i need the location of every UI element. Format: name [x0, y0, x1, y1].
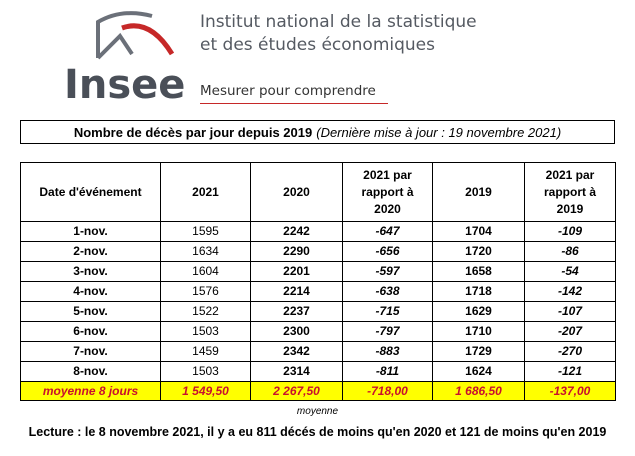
cell-diff-2019: -54 [524, 261, 616, 282]
cell-2019: 1629 [432, 301, 525, 322]
cell-2021: 1503 [160, 321, 251, 342]
table-row: 1-nov. 1595 2242 -647 1704 -109 [20, 221, 616, 242]
institute-name-line2: et des études économiques [200, 35, 435, 55]
cell-2020: 2242 [250, 221, 343, 242]
table-row: 2-nov. 1634 2290 -656 1720 -86 [20, 241, 616, 262]
footnote: moyenne [296, 406, 339, 417]
cell-date: 1-nov. [20, 221, 161, 242]
cell-diff-2020: -797 [342, 321, 433, 342]
cell-2020: 2237 [250, 301, 343, 322]
header-date: Date d'événement [20, 162, 161, 222]
table-row: 6-nov. 1503 2300 -797 1710 -207 [20, 321, 616, 342]
cell-diff-2019: -142 [524, 281, 616, 302]
cell-2020: 2342 [250, 341, 343, 362]
avg-diff-2019: -137,00 [524, 381, 616, 401]
deaths-table: Date d'événement 2021 2020 2021 par rapp… [20, 162, 616, 401]
cell-2019: 1710 [432, 321, 525, 342]
cell-2021: 1503 [160, 361, 251, 382]
cell-diff-2019: -121 [524, 361, 616, 382]
title-main: Nombre de décès par jour depuis 2019 [73, 124, 313, 140]
table-row: 3-nov. 1604 2201 -597 1658 -54 [20, 261, 616, 282]
cell-date: 2-nov. [20, 241, 161, 262]
cell-2020: 2314 [250, 361, 343, 382]
avg-2021: 1 549,50 [160, 381, 251, 401]
header-2021: 2021 [160, 162, 251, 222]
table-row: 7-nov. 1459 2342 -883 1729 -270 [20, 341, 616, 362]
header-diff-2019: 2021 par rapport à 2019 [524, 162, 616, 222]
cell-date: 3-nov. [20, 261, 161, 282]
cell-2019: 1704 [432, 221, 525, 242]
cell-date: 7-nov. [20, 341, 161, 362]
cell-2019: 1718 [432, 281, 525, 302]
insee-logo-icon [96, 11, 174, 60]
institute-name-line1: Institut national de la statistique [200, 12, 477, 32]
cell-diff-2020: -715 [342, 301, 433, 322]
cell-date: 8-nov. [20, 361, 161, 382]
cell-2020: 2290 [250, 241, 343, 262]
cell-diff-2019: -207 [524, 321, 616, 342]
table-row: 4-nov. 1576 2214 -638 1718 -142 [20, 281, 616, 302]
cell-2021: 1604 [160, 261, 251, 282]
cell-diff-2020: -883 [342, 341, 433, 362]
insee-header: Insee Institut national de la statistiqu… [0, 0, 635, 112]
average-row: moyenne 8 jours 1 549,50 2 267,50 -718,0… [20, 381, 616, 401]
cell-diff-2020: -811 [342, 361, 433, 382]
table-title: Nombre de décès par jour depuis 2019 (De… [20, 120, 615, 144]
cell-2021: 1576 [160, 281, 251, 302]
avg-diff-2020: -718,00 [342, 381, 433, 401]
cell-2021: 1634 [160, 241, 251, 262]
cell-diff-2020: -638 [342, 281, 433, 302]
cell-2019: 1624 [432, 361, 525, 382]
tagline-underline [200, 103, 388, 104]
cell-date: 5-nov. [20, 301, 161, 322]
table-row: 5-nov. 1522 2237 -715 1629 -107 [20, 301, 616, 322]
cell-diff-2020: -597 [342, 261, 433, 282]
cell-2021: 1595 [160, 221, 251, 242]
avg-2019: 1 686,50 [432, 381, 525, 401]
header-diff-2020: 2021 par rapport à 2020 [342, 162, 433, 222]
cell-2020: 2214 [250, 281, 343, 302]
cell-diff-2019: -107 [524, 301, 616, 322]
cell-date: 4-nov. [20, 281, 161, 302]
avg-label: moyenne 8 jours [20, 381, 161, 401]
cell-2021: 1459 [160, 341, 251, 362]
title-update-note: (Dernière mise à jour : 19 novembre 2021… [316, 124, 562, 140]
table-row: 8-nov. 1503 2314 -811 1624 -121 [20, 361, 616, 382]
table-header-row: Date d'événement 2021 2020 2021 par rapp… [20, 162, 616, 222]
insee-logo-text: Insee [64, 62, 186, 108]
cell-2020: 2201 [250, 261, 343, 282]
cell-diff-2020: -647 [342, 221, 433, 242]
header-2019: 2019 [432, 162, 525, 222]
cell-2020: 2300 [250, 321, 343, 342]
tagline: Mesurer pour comprendre [200, 83, 376, 99]
cell-2021: 1522 [160, 301, 251, 322]
cell-date: 6-nov. [20, 321, 161, 342]
reading-note: Lecture : le 8 novembre 2021, il y a eu … [28, 425, 607, 439]
cell-2019: 1729 [432, 341, 525, 362]
cell-diff-2019: -270 [524, 341, 616, 362]
cell-diff-2019: -109 [524, 221, 616, 242]
cell-diff-2020: -656 [342, 241, 433, 262]
cell-2019: 1658 [432, 261, 525, 282]
cell-2019: 1720 [432, 241, 525, 262]
avg-2020: 2 267,50 [250, 381, 343, 401]
header-2020: 2020 [250, 162, 343, 222]
cell-diff-2019: -86 [524, 241, 616, 262]
